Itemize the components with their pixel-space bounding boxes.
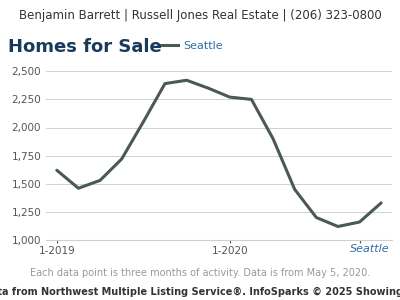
Text: Homes for Sale: Homes for Sale (8, 38, 162, 56)
Text: Each data point is three months of activity. Data is from May 5, 2020.: Each data point is three months of activ… (30, 268, 370, 278)
Legend: Seattle: Seattle (155, 37, 227, 56)
Text: All data from Northwest Multiple Listing Service®. InfoSparks © 2025 ShowingTime: All data from Northwest Multiple Listing… (0, 287, 400, 298)
Text: Seattle: Seattle (350, 244, 390, 254)
Text: Benjamin Barrett | Russell Jones Real Estate | (206) 323-0800: Benjamin Barrett | Russell Jones Real Es… (19, 9, 381, 22)
